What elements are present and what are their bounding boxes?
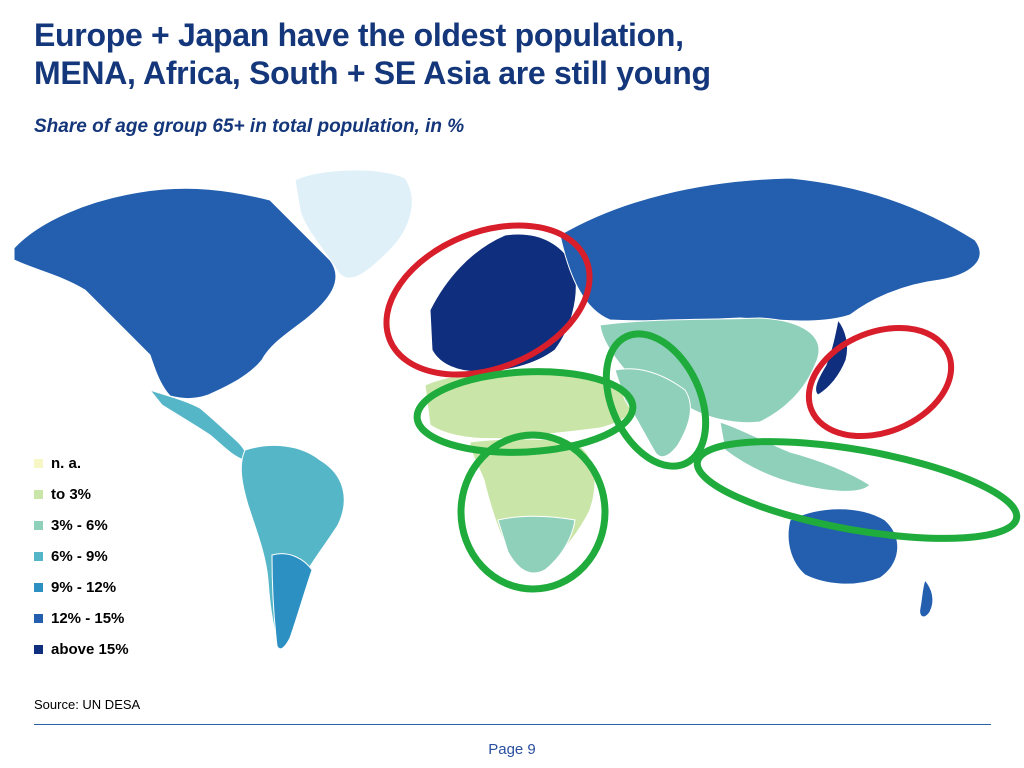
legend-item: 12% - 15% [34,603,129,634]
highlight-africa-ellipse [457,431,609,593]
legend-label: n. a. [51,455,82,472]
legend-label: 12% - 15% [51,610,125,627]
title-line-1: Europe + Japan have the oldest populatio… [34,17,684,53]
legend-label: 9% - 12% [51,579,117,596]
region-north-america [13,187,337,400]
page-number: Page 9 [488,741,536,758]
slide-subtitle: Share of age group 65+ in total populati… [34,116,465,137]
legend-label: above 15% [51,641,129,658]
highlight-europe-ellipse [383,222,593,378]
region-greenland [294,169,413,279]
region-central-america [148,388,247,461]
highlight-south-asia-ellipse [602,330,710,470]
title-line-2: MENA, Africa, South + SE Asia are still … [34,55,711,91]
slide-title: Europe + Japan have the oldest populatio… [34,16,1019,92]
highlight-japan-ellipse [805,324,955,440]
legend-item: 9% - 12% [34,572,129,603]
region-new-zealand [919,579,934,618]
region-australia [787,508,899,585]
map-legend: n. a. to 3% 3% - 6% 6% - 9% 9% - 12% 12%… [34,448,129,665]
source-note: Source: UN DESA [34,697,141,712]
region-russia [559,177,981,322]
region-south-asia [614,368,691,458]
legend-swatch [34,645,43,654]
region-southern-africa [497,515,576,574]
legend-item: 3% - 6% [34,510,129,541]
legend-swatch [34,459,43,468]
legend-label: 6% - 9% [51,548,108,565]
legend-label: to 3% [51,486,92,503]
world-map [13,169,1021,652]
legend-item: 6% - 9% [34,541,129,572]
legend-item: to 3% [34,479,129,510]
legend-swatch [34,583,43,592]
footer-divider [34,724,991,725]
legend-swatch [34,521,43,530]
region-argentina [271,553,313,650]
region-europe [429,233,577,373]
legend-swatch [34,490,43,499]
legend-label: 3% - 6% [51,517,108,534]
highlight-mena-ellipse [413,368,637,456]
legend-swatch [34,614,43,623]
legend-item: above 15% [34,634,129,665]
legend-swatch [34,552,43,561]
highlight-southeast-asia-ellipse [693,438,1021,542]
legend-item: n. a. [34,448,129,479]
